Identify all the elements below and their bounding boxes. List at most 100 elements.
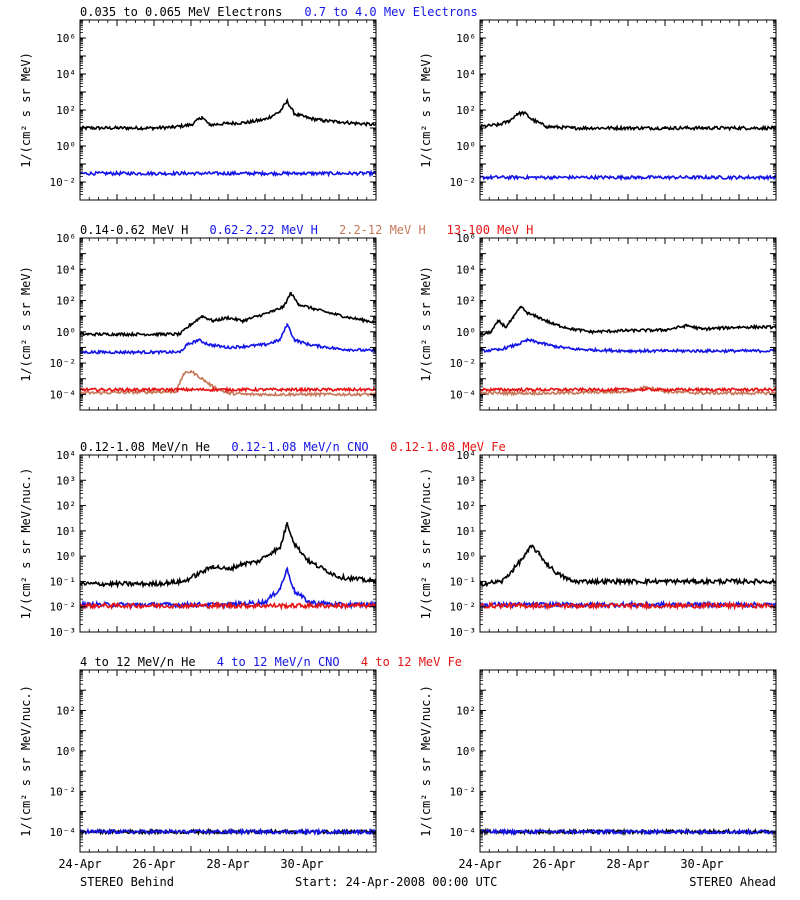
- chart-electrons-ahead: 10⁻² 10⁰ 10² 10⁴ 10⁶ 1/(cm² s sr MeV): [419, 19, 777, 201]
- data-point: [738, 127, 740, 129]
- data-point: [738, 176, 740, 179]
- series-marks: [480, 305, 776, 397]
- data-point: [516, 830, 518, 833]
- chart-title-segment: 13-100 MeV H: [447, 223, 534, 237]
- data-point: [264, 604, 266, 607]
- data-point: [153, 604, 155, 607]
- data-point: [590, 176, 592, 179]
- series-trace: [80, 600, 376, 611]
- data-point: [738, 326, 740, 329]
- data-point: [556, 572, 559, 575]
- x-tick-label: 28-Apr: [606, 857, 649, 871]
- series-1: [480, 827, 776, 837]
- data-point: [256, 315, 259, 318]
- y-tick-label: 10⁶: [56, 232, 76, 245]
- data-point: [116, 582, 118, 585]
- data-point: [153, 351, 155, 354]
- data-point: [738, 580, 740, 583]
- data-point: [286, 323, 289, 326]
- data-point: [627, 127, 629, 129]
- data-point: [664, 604, 666, 607]
- y-tick-label: 10¹: [56, 525, 76, 538]
- y-tick-label: 10²: [456, 104, 476, 117]
- data-point: [627, 388, 629, 391]
- series-1: [80, 323, 376, 356]
- data-point: [297, 303, 300, 305]
- data-point: [553, 176, 555, 179]
- data-point: [571, 348, 574, 350]
- data-point: [227, 316, 229, 319]
- y-tick-label: 10²: [456, 500, 476, 513]
- data-point: [323, 568, 326, 571]
- data-point: [627, 390, 629, 393]
- y-tick-label: 10³: [456, 474, 476, 487]
- data-point: [664, 349, 666, 352]
- data-point: [190, 370, 192, 373]
- data-point: [227, 568, 229, 571]
- chart-title-segment: 4 to 12 MeV/n CNO: [217, 655, 340, 669]
- series-marks: [80, 522, 376, 611]
- x-tick-label: 26-Apr: [132, 857, 175, 871]
- data-point: [293, 113, 296, 115]
- series-2: [80, 600, 376, 611]
- data-point: [190, 604, 192, 607]
- y-tick-label: 10⁴: [56, 68, 76, 81]
- data-point: [271, 550, 274, 553]
- series-trace: [80, 324, 376, 356]
- y-tick-label: 10⁻⁴: [450, 826, 477, 839]
- chart-hiheavy-ahead: 10⁻⁴ 10⁻² 10⁰ 10² 24-Apr 26-Apr 28-Apr 30-Apr 1/…: [419, 669, 777, 871]
- series-marks: [480, 827, 776, 837]
- chart-protons-ahead: 10⁻⁴ 10⁻² 10⁰ 10² 10⁴ 10⁶ 1/(cm² s sr MeV): [419, 232, 777, 411]
- y-tick-label: 10⁻¹: [450, 575, 477, 588]
- series-trace: [480, 600, 776, 611]
- series-2: [80, 370, 376, 398]
- data-point: [501, 580, 504, 583]
- data-point: [738, 349, 740, 352]
- data-point: [308, 117, 311, 120]
- y-axis-label: 1/(cm² s sr MeV): [419, 266, 433, 382]
- data-point: [664, 830, 666, 833]
- y-tick-label: 10⁴: [456, 449, 476, 462]
- y-tick-label: 10⁻³: [50, 626, 77, 639]
- series-marks: [480, 110, 776, 182]
- data-point: [212, 565, 215, 568]
- data-point: [175, 390, 178, 393]
- series-3: [80, 386, 376, 394]
- data-point: [116, 604, 118, 607]
- data-point: [553, 323, 555, 326]
- series-0: [80, 291, 376, 338]
- data-point: [286, 522, 289, 525]
- data-point: [153, 127, 155, 129]
- chart-electrons-behind: 0.035 to 0.065 MeV Electrons 0.7 to 4.0 M…: [19, 5, 478, 201]
- data-point: [701, 349, 703, 352]
- data-point: [490, 330, 493, 333]
- series-2: [480, 600, 776, 611]
- y-tick-label: 10⁰: [456, 326, 476, 339]
- y-tick-label: 10¹: [456, 525, 476, 538]
- data-point: [523, 111, 526, 114]
- data-point: [308, 560, 311, 563]
- data-point: [590, 127, 592, 129]
- data-point: [664, 388, 666, 391]
- data-point: [645, 385, 648, 388]
- y-tick-label: 10⁻²: [450, 601, 477, 614]
- series-1: [80, 169, 376, 178]
- data-point: [227, 830, 229, 833]
- data-point: [512, 316, 515, 319]
- y-tick-label: 10⁻²: [50, 785, 77, 798]
- x-tick-label: 24-Apr: [58, 857, 101, 871]
- data-point: [293, 543, 296, 546]
- data-point: [264, 388, 266, 391]
- series-trace: [80, 522, 376, 589]
- series-marks: [80, 827, 376, 837]
- data-point: [664, 127, 666, 129]
- data-point: [701, 388, 703, 391]
- data-point: [538, 553, 541, 556]
- chart-title-segment: 2.2-12 MeV H: [339, 223, 426, 237]
- chart-title-segment: 0.62-2.22 MeV H: [210, 223, 318, 237]
- data-point: [190, 830, 192, 833]
- plot-frame: [79, 237, 377, 411]
- data-point: [201, 377, 204, 380]
- data-point: [227, 346, 229, 349]
- chart-title-segment: 0.14-0.62 MeV H: [80, 223, 188, 237]
